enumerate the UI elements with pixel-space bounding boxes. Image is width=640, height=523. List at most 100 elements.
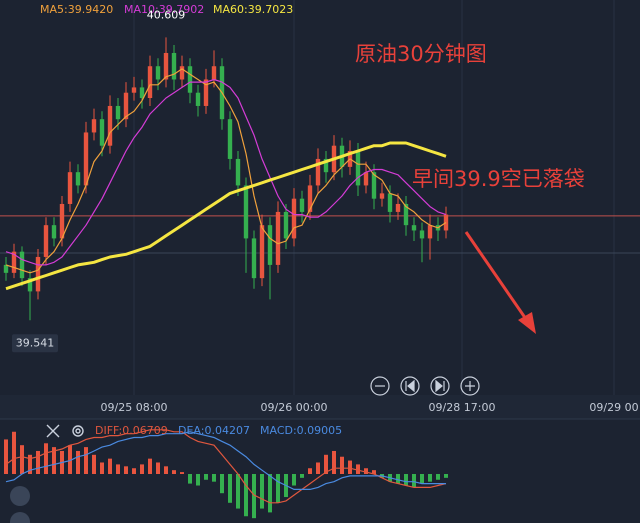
macd-bar	[100, 462, 104, 474]
candle-body	[291, 198, 297, 239]
macd-bar	[420, 474, 424, 484]
candle-body	[147, 66, 153, 99]
candle-body	[259, 225, 265, 279]
prev-button[interactable]	[400, 376, 420, 396]
macd-bar	[76, 450, 80, 474]
candle-body	[371, 172, 377, 199]
macd-bar	[212, 474, 216, 482]
x-tick-label: 09/29 00	[589, 401, 638, 414]
candle-body	[355, 150, 361, 186]
macd-bar	[268, 474, 272, 513]
candle-body	[35, 256, 41, 292]
legend-entry: DEA:0.04207	[178, 424, 250, 437]
macd-bar	[36, 450, 40, 474]
macd-bar	[364, 468, 368, 474]
legend-entry: MACD:0.09005	[260, 424, 342, 437]
close-button[interactable]	[46, 424, 60, 438]
macd-bar	[20, 445, 24, 474]
candle-body	[139, 87, 145, 99]
macd-line	[5, 431, 446, 490]
icon	[75, 428, 81, 434]
macd-panel: DIFF:0.06709 DEA:0.04207 MACD:0.09005	[4, 424, 448, 519]
macd-bar	[252, 474, 256, 519]
legend-entry: MA5:39.9420	[40, 3, 113, 16]
low-label: 39.541	[16, 336, 55, 349]
macd-bar	[428, 474, 432, 482]
ma-line	[5, 141, 447, 291]
candle-body	[395, 203, 401, 212]
zoom-in-button[interactable]	[460, 376, 480, 396]
candle-body	[411, 225, 417, 231]
candle-body	[163, 52, 169, 80]
arrow-head	[518, 312, 536, 334]
price-panel: 09/25 08:00 09/26 00:00 09/28 17:00 09/29 0…	[0, 0, 640, 414]
macd-bar	[220, 474, 224, 494]
macd-bar	[140, 464, 144, 474]
zoom-out-button[interactable]	[370, 376, 390, 396]
macd-bar	[244, 474, 248, 517]
legend-entry: MA10:39.7902	[124, 3, 204, 16]
arrow	[464, 231, 536, 334]
candle-body	[307, 185, 313, 212]
candle-body	[251, 238, 257, 279]
x-tick-label: 09/26 00:00	[261, 401, 328, 414]
candle-body	[27, 278, 33, 292]
candle-body	[171, 52, 177, 80]
macd-bar	[12, 431, 16, 474]
macd-bar	[308, 468, 312, 474]
macd-bar	[340, 456, 344, 474]
legend-entry: DIFF:0.06709	[95, 424, 168, 437]
macd-bar	[372, 470, 376, 474]
candle-body	[323, 158, 329, 173]
macd-bar	[276, 474, 280, 503]
macd-bar	[228, 474, 232, 503]
zoom-controls	[370, 376, 480, 396]
candle-body	[283, 211, 289, 239]
macd-bar	[116, 464, 120, 474]
macd-bar	[172, 470, 176, 474]
candle-body	[83, 132, 89, 186]
macd-bar	[324, 454, 328, 474]
candle-body	[107, 105, 113, 146]
candle-body	[99, 119, 105, 146]
macd-bar	[196, 474, 200, 486]
candle-body	[363, 172, 369, 186]
candle-body	[67, 172, 73, 204]
arrow-shaft	[464, 231, 530, 323]
macd-bar	[180, 472, 184, 474]
macd-bar	[124, 466, 128, 474]
candle-body	[3, 264, 9, 273]
macd-bar	[52, 447, 56, 474]
macd-bar	[356, 464, 360, 474]
icon	[405, 379, 415, 393]
macd-bar	[236, 474, 240, 509]
candle-body	[419, 230, 425, 239]
candle-body	[211, 66, 217, 80]
ma-line	[5, 78, 447, 266]
macd-bar	[396, 474, 400, 484]
candle-body	[379, 193, 385, 199]
next-button[interactable]	[430, 376, 450, 396]
candle-body	[203, 79, 209, 106]
icon	[435, 379, 445, 393]
tool-button[interactable]	[10, 486, 30, 506]
candle-body	[115, 105, 121, 120]
candle-body	[11, 251, 17, 273]
candle-body	[387, 193, 393, 212]
tool-button[interactable]	[10, 512, 30, 523]
x-tick-label: 09/28 17:00	[429, 401, 496, 414]
macd-bar	[44, 443, 48, 474]
macd-bar	[164, 466, 168, 474]
macd-bar	[332, 450, 336, 474]
settings-button[interactable]	[72, 425, 84, 437]
candle-body	[243, 185, 249, 239]
macd-bar	[4, 439, 8, 474]
macd-bar	[348, 460, 352, 474]
macd-bar	[108, 458, 112, 474]
macd-bar	[132, 468, 136, 474]
candle-body	[51, 225, 57, 239]
side-tools	[10, 486, 30, 523]
high-label: 40.609	[147, 8, 186, 21]
macd-bar	[300, 474, 304, 478]
